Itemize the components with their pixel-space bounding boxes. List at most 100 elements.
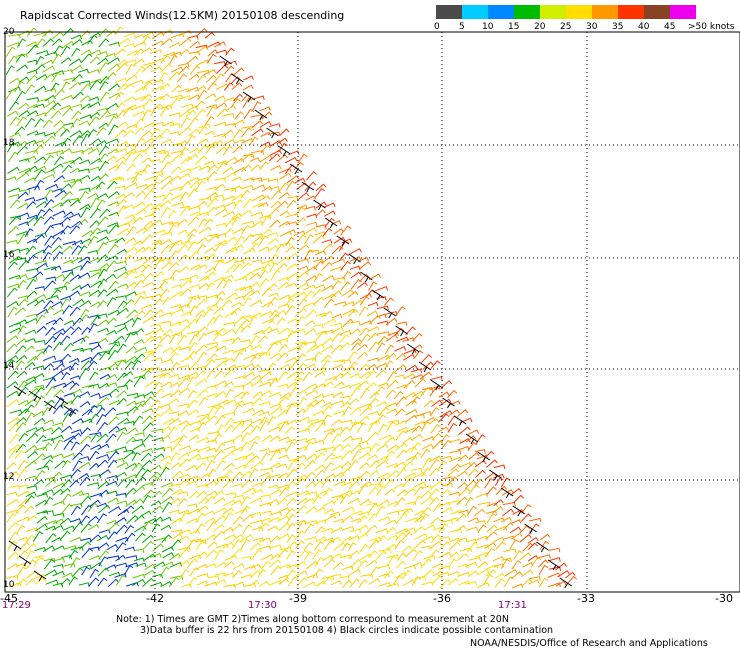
wind-barb — [50, 110, 62, 119]
wind-barb — [152, 381, 163, 390]
wind-barb — [257, 522, 270, 532]
wind-barb — [187, 128, 200, 137]
wind-barb — [522, 542, 534, 552]
wind-barb — [356, 514, 368, 524]
wind-barb — [81, 408, 93, 417]
wind-barb — [53, 309, 65, 316]
wind-barb — [288, 345, 302, 353]
wind-barb — [63, 77, 76, 82]
wind-barb — [61, 503, 73, 514]
wind-barb — [359, 543, 369, 553]
wind-barb — [278, 294, 291, 301]
wind-barb — [153, 173, 163, 183]
wind-barb — [194, 523, 205, 534]
wind-barb — [96, 236, 110, 243]
wind-barb — [97, 216, 109, 227]
wind-barb — [133, 201, 146, 209]
wind-barb — [187, 371, 199, 378]
wind-barb — [88, 166, 100, 172]
wind-barb — [25, 165, 38, 174]
wind-barb — [276, 463, 288, 469]
wind-barb — [133, 279, 145, 290]
wind-barb — [223, 584, 236, 589]
wind-barb — [106, 543, 119, 551]
wind-barb — [197, 177, 209, 182]
wind-barb — [59, 517, 71, 525]
wind-barb — [251, 379, 264, 388]
wind-barb — [276, 317, 286, 326]
wind-barb — [43, 558, 56, 570]
wind-barb — [195, 298, 208, 308]
wind-barb — [42, 438, 55, 443]
wind-barb — [52, 422, 64, 427]
wind-barb — [259, 120, 272, 128]
wind-barb — [277, 352, 289, 362]
wind-barb — [195, 108, 206, 118]
wind-barb — [278, 343, 289, 352]
wind-barb — [358, 440, 369, 446]
wind-barb — [197, 551, 208, 559]
wind-barb — [459, 417, 473, 424]
wind-barb — [348, 459, 359, 470]
wind-barb — [16, 566, 27, 578]
wind-barb — [396, 449, 408, 459]
wind-barb — [250, 461, 264, 470]
wind-barb — [446, 476, 459, 487]
wind-barb — [17, 298, 28, 307]
wind-barb — [449, 537, 461, 543]
wind-barb — [297, 265, 309, 271]
wind-barb — [50, 265, 62, 271]
wind-barb — [51, 471, 63, 480]
wind-barb — [54, 125, 67, 135]
wind-barb — [168, 352, 180, 362]
wind-barb — [62, 304, 73, 315]
wind-barb — [44, 306, 54, 315]
wind-barb — [214, 95, 226, 102]
wind-barb — [189, 420, 202, 426]
wind-barb — [116, 141, 129, 148]
wind-barb — [42, 173, 56, 180]
wind-barb — [160, 181, 173, 190]
wind-barb — [270, 200, 282, 209]
wind-barb — [150, 471, 161, 480]
wind-barb — [90, 433, 100, 443]
wind-barb — [260, 467, 273, 473]
wind-barb — [140, 93, 153, 101]
wind-barb — [230, 301, 243, 308]
wind-barb — [72, 460, 83, 472]
wind-barb — [270, 565, 282, 576]
wind-barb — [456, 537, 468, 542]
wind-barb — [205, 267, 217, 274]
wind-barb — [232, 570, 243, 578]
wind-barb — [90, 197, 100, 208]
wind-barb — [277, 303, 290, 309]
wind-barb — [240, 153, 253, 162]
wind-barb — [99, 110, 111, 121]
wind-barb — [115, 427, 128, 433]
wind-barb — [52, 570, 65, 577]
wind-barb — [232, 471, 244, 481]
wind-barb — [50, 434, 64, 441]
wind-barb — [7, 287, 18, 298]
wind-barb — [69, 130, 83, 138]
wind-barb — [206, 191, 219, 199]
wind-barb — [419, 507, 432, 517]
wind-barb — [509, 526, 522, 534]
wind-barb — [81, 384, 95, 390]
wind-barb — [206, 353, 218, 363]
wind-barb — [538, 564, 549, 576]
wind-barb — [375, 285, 389, 292]
wind-barb — [295, 504, 308, 515]
wind-barb — [232, 515, 244, 525]
wind-barb — [303, 249, 314, 261]
wind-barb — [369, 469, 380, 477]
wind-barb — [188, 554, 202, 560]
wind-barb — [439, 579, 451, 589]
wind-barb — [342, 308, 356, 316]
wind-barb — [123, 565, 134, 576]
wind-barb — [260, 494, 271, 499]
wind-barb — [70, 178, 82, 189]
wind-barb — [428, 496, 440, 506]
wind-barb — [206, 106, 217, 117]
wind-barb — [331, 400, 345, 406]
